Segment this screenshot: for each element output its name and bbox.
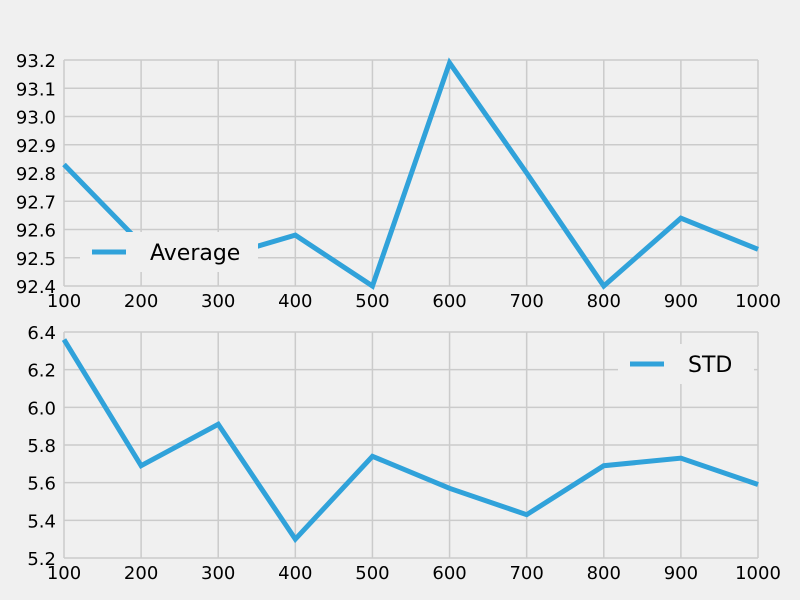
std-chart: 5.2 5.4 5.6 5.8 6.0 6.2 6.4 100 200 300 400 500 600 7… xyxy=(27,323,781,584)
x-tick-label: 1000 xyxy=(735,291,781,312)
y-tick-label: 92.9 xyxy=(16,136,56,157)
x-tick-label: 800 xyxy=(587,563,621,584)
y-tick-label: 5.4 xyxy=(27,511,56,532)
y-tick-label: 92.7 xyxy=(16,192,56,213)
y-tick-label: 93.2 xyxy=(16,51,56,72)
x-tick-label: 900 xyxy=(664,291,698,312)
x-tick-label: 800 xyxy=(587,291,621,312)
x-tick-label: 400 xyxy=(278,563,312,584)
x-tick-label: 1000 xyxy=(735,563,781,584)
x-tick-label: 700 xyxy=(509,563,543,584)
x-tick-label: 700 xyxy=(509,291,543,312)
legend: STD xyxy=(618,344,754,384)
y-tick-label: 92.6 xyxy=(16,221,56,242)
y-tick-label: 93.0 xyxy=(16,108,56,129)
y-tick-label: 6.2 xyxy=(27,361,56,382)
y-tick-label: 5.2 xyxy=(27,549,56,570)
x-tick-label: 600 xyxy=(432,563,466,584)
x-tick-label: 300 xyxy=(201,563,235,584)
x-tick-label: 500 xyxy=(355,291,389,312)
x-tick-label: 200 xyxy=(124,563,158,584)
x-tick-label: 400 xyxy=(278,291,312,312)
y-tick-label: 92.5 xyxy=(16,249,56,270)
y-tick-label: 5.8 xyxy=(27,436,56,457)
y-tick-label: 5.6 xyxy=(27,474,56,495)
x-tick-label: 300 xyxy=(201,291,235,312)
average-chart: 92.4 92.5 92.6 92.7 92.8 92.9 93.0 93.1 93.2 100 2… xyxy=(16,51,781,312)
legend: Average xyxy=(80,232,258,272)
x-tick-label: 100 xyxy=(47,291,81,312)
legend-label: Average xyxy=(150,241,240,266)
x-tick-label: 600 xyxy=(432,291,466,312)
y-tick-label: 6.4 xyxy=(27,323,56,344)
x-tick-label: 200 xyxy=(124,291,158,312)
y-tick-label: 92.4 xyxy=(16,277,56,298)
x-tick-label: 900 xyxy=(664,563,698,584)
y-tick-label: 92.8 xyxy=(16,164,56,185)
legend-label: STD xyxy=(688,353,732,378)
series-line-std xyxy=(61,338,759,544)
x-tick-label: 100 xyxy=(47,563,81,584)
y-tick-label: 6.0 xyxy=(27,398,56,419)
y-tick-label: 93.1 xyxy=(16,79,56,100)
x-tick-label: 500 xyxy=(355,563,389,584)
